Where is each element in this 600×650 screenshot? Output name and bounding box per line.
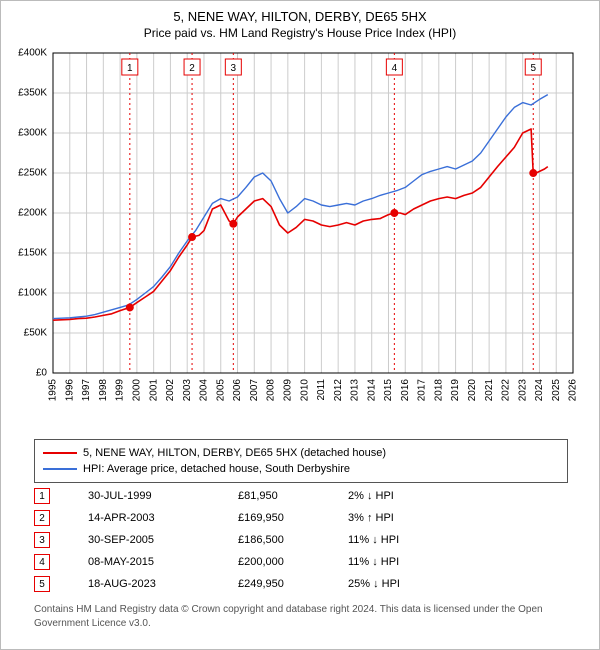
legend-swatch: [43, 452, 77, 454]
sales-pct: 11% ↓ HPI: [348, 556, 458, 568]
svg-text:2008: 2008: [266, 379, 277, 402]
svg-text:2009: 2009: [282, 379, 293, 402]
svg-text:2011: 2011: [316, 379, 327, 401]
svg-text:2005: 2005: [215, 379, 226, 402]
svg-text:3: 3: [231, 63, 237, 74]
svg-text:1997: 1997: [81, 379, 92, 402]
svg-text:2019: 2019: [450, 379, 461, 402]
sales-pct: 11% ↓ HPI: [348, 534, 458, 546]
sales-row: 3 30-SEP-2005£186,50011% ↓ HPI: [34, 529, 568, 551]
sales-price: £249,950: [238, 578, 348, 590]
svg-text:1995: 1995: [48, 379, 59, 402]
svg-text:2003: 2003: [182, 379, 193, 402]
svg-text:£300K: £300K: [18, 128, 47, 139]
svg-text:2023: 2023: [517, 379, 528, 402]
sales-date: 14-APR-2003: [88, 512, 238, 524]
chart-title-line2: Price paid vs. HM Land Registry's House …: [1, 26, 599, 40]
legend-swatch: [43, 468, 77, 470]
svg-text:2002: 2002: [165, 379, 176, 402]
svg-text:4: 4: [392, 63, 398, 74]
attribution-text: Contains HM Land Registry data © Crown c…: [34, 603, 568, 630]
svg-text:2014: 2014: [366, 379, 377, 402]
svg-text:2026: 2026: [568, 379, 579, 402]
svg-text:2017: 2017: [417, 379, 428, 402]
legend-label: HPI: Average price, detached house, Sout…: [83, 463, 350, 475]
svg-text:2018: 2018: [433, 379, 444, 402]
svg-text:1998: 1998: [98, 379, 109, 402]
svg-text:2010: 2010: [299, 379, 310, 402]
svg-text:2022: 2022: [501, 379, 512, 402]
sales-row: 5 18-AUG-2023£249,95025% ↓ HPI: [34, 573, 568, 595]
svg-text:2015: 2015: [383, 379, 394, 402]
legend: 5, NENE WAY, HILTON, DERBY, DE65 5HX (de…: [34, 439, 568, 483]
sales-pct: 25% ↓ HPI: [348, 578, 458, 590]
sales-row: 2 14-APR-2003£169,9503% ↑ HPI: [34, 507, 568, 529]
sales-row: 1 30-JUL-1999£81,9502% ↓ HPI: [34, 485, 568, 507]
svg-text:£100K: £100K: [18, 288, 47, 299]
sales-table: 130-JUL-1999£81,9502% ↓ HPI214-APR-2003£…: [34, 485, 568, 595]
sales-date: 08-MAY-2015: [88, 556, 238, 568]
svg-text:2000: 2000: [132, 379, 143, 402]
svg-text:£200K: £200K: [18, 208, 47, 219]
chart-container: { "title_line1": "5, NENE WAY, HILTON, D…: [0, 0, 600, 650]
legend-row: 5, NENE WAY, HILTON, DERBY, DE65 5HX (de…: [43, 445, 559, 461]
svg-text:1: 1: [127, 63, 133, 74]
svg-text:2024: 2024: [534, 379, 545, 402]
sales-date: 30-JUL-1999: [88, 490, 238, 502]
svg-text:£250K: £250K: [18, 168, 47, 179]
sales-row: 4 08-MAY-2015£200,00011% ↓ HPI: [34, 551, 568, 573]
sales-date: 18-AUG-2023: [88, 578, 238, 590]
sales-price: £200,000: [238, 556, 348, 568]
svg-text:5: 5: [530, 63, 536, 74]
sales-pct: 2% ↓ HPI: [348, 490, 458, 502]
svg-text:2016: 2016: [400, 379, 411, 402]
svg-text:£400K: £400K: [18, 48, 47, 59]
svg-text:2: 2: [189, 63, 195, 74]
sales-marker-box: 4: [34, 554, 50, 570]
svg-text:2006: 2006: [232, 379, 243, 402]
svg-text:£0: £0: [36, 368, 48, 379]
svg-text:£50K: £50K: [24, 328, 48, 339]
chart-area: £0 £50K £100K £150K £200K £250K £300K £350K £400…: [1, 43, 600, 433]
svg-text:2012: 2012: [333, 379, 344, 402]
svg-text:2021: 2021: [484, 379, 495, 402]
legend-label: 5, NENE WAY, HILTON, DERBY, DE65 5HX (de…: [83, 447, 386, 459]
sales-date: 30-SEP-2005: [88, 534, 238, 546]
svg-text:£150K: £150K: [18, 248, 47, 259]
svg-text:2025: 2025: [551, 379, 562, 402]
svg-text:1996: 1996: [64, 379, 75, 402]
svg-text:2007: 2007: [249, 379, 260, 402]
chart-title-line1: 5, NENE WAY, HILTON, DERBY, DE65 5HX: [1, 9, 599, 24]
sales-price: £81,950: [238, 490, 348, 502]
svg-text:2001: 2001: [148, 379, 159, 402]
svg-text:2020: 2020: [467, 379, 478, 402]
sales-price: £186,500: [238, 534, 348, 546]
svg-text:£350K: £350K: [18, 88, 47, 99]
line-chart-svg: £0 £50K £100K £150K £200K £250K £300K £350K £400…: [1, 43, 600, 433]
svg-text:1999: 1999: [115, 379, 126, 402]
sales-marker-box: 2: [34, 510, 50, 526]
sales-pct: 3% ↑ HPI: [348, 512, 458, 524]
svg-text:2013: 2013: [350, 379, 361, 402]
legend-row: HPI: Average price, detached house, Sout…: [43, 461, 559, 477]
sales-marker-box: 1: [34, 488, 50, 504]
sales-price: £169,950: [238, 512, 348, 524]
sales-marker-box: 5: [34, 576, 50, 592]
sales-marker-box: 3: [34, 532, 50, 548]
svg-text:2004: 2004: [199, 379, 210, 402]
